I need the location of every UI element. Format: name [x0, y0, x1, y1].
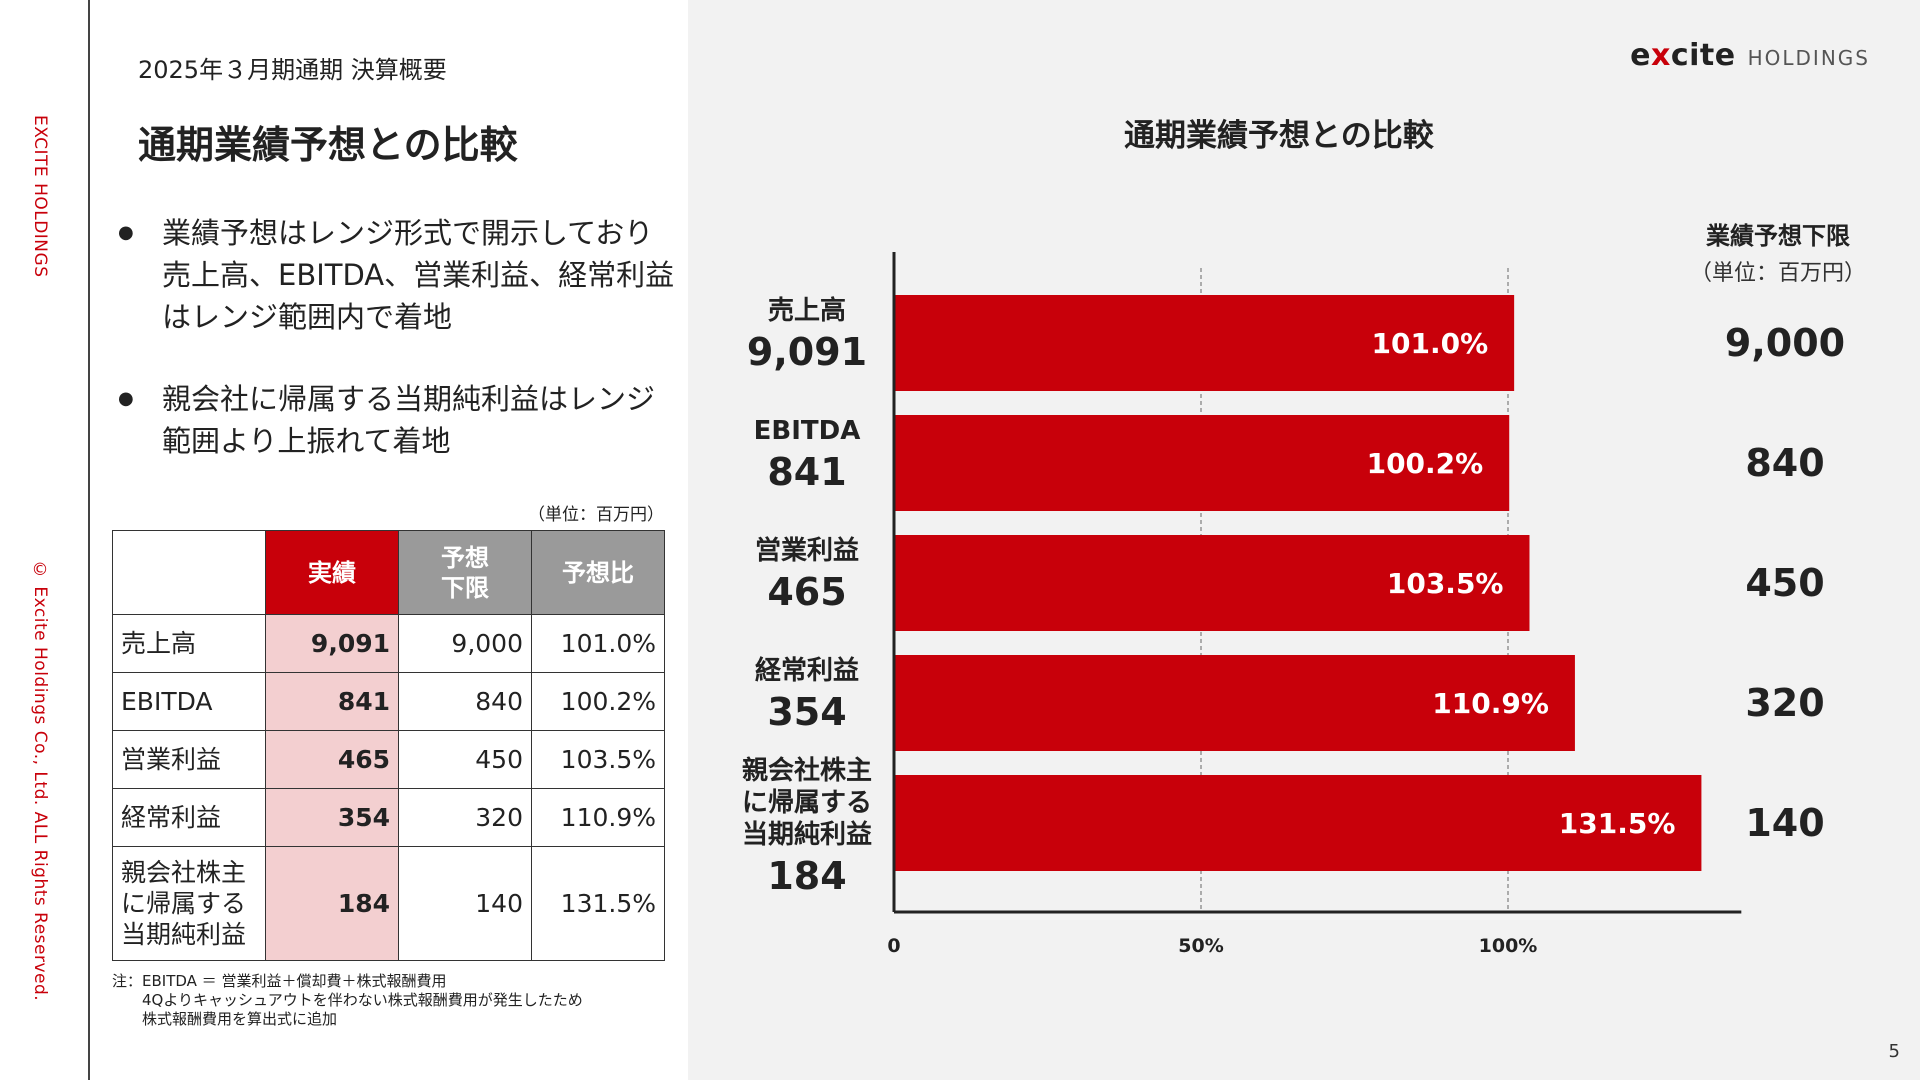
row-actual: 465 — [265, 730, 399, 789]
bar-chart: 101.0% 売上高 9,091 9,000 100.2% EBITDA 841 840 103… — [742, 252, 1845, 957]
brand-vertical-text: EXCITE HOLDINGS — [30, 115, 50, 278]
table-row: EBITDA 841 840 100.2% — [112, 672, 665, 731]
category-label: 親会社株主 — [742, 755, 872, 786]
row-label: EBITDA — [112, 672, 266, 731]
row-forecast: 9,000 — [398, 614, 532, 673]
left-panel: 2025年３月期通期 決算概要 通期業績予想との比較 ● 業績予想はレンジ形式で… — [92, 0, 688, 1080]
row-ratio: 101.0% — [531, 614, 665, 673]
bullet-list: ● 業績予想はレンジ形式で開示しており 売上高、EBITDA、営業利益、経常利益… — [116, 212, 686, 502]
bar — [894, 295, 1515, 391]
right-panel: excite HOLDINGS 通期業績予想との比較 業績予想下限 （単位：百万… — [688, 0, 1920, 1080]
logo-letter: e — [1630, 38, 1651, 73]
side-rail: EXCITE HOLDINGS © Excite Holdings Co., L… — [0, 0, 90, 1080]
row-actual: 9,091 — [265, 614, 399, 673]
row-actual: 184 — [265, 846, 399, 961]
category-label: 営業利益 — [755, 536, 859, 566]
forecast-lower-value: 9,000 — [1725, 321, 1845, 365]
forecast-header-label: 業績予想下限 — [1706, 222, 1850, 250]
table-header-blank — [112, 530, 266, 615]
table-row: 営業利益 465 450 103.5% — [112, 730, 665, 789]
row-forecast: 450 — [398, 730, 532, 789]
row-actual: 841 — [265, 672, 399, 731]
page-number: 5 — [1888, 1041, 1900, 1062]
category-actual-value: 9,091 — [747, 330, 867, 374]
forecast-lower-value: 140 — [1745, 801, 1824, 845]
bar — [894, 415, 1510, 511]
table-row: 売上高 9,091 9,000 101.0% — [112, 614, 665, 673]
bar-value-label: 103.5% — [1387, 567, 1504, 600]
category-label: 経常利益 — [755, 655, 859, 686]
row-forecast: 320 — [398, 788, 532, 847]
table-header-actual: 実績 — [265, 530, 399, 615]
forecast-header-unit: （単位：百万円） — [1689, 261, 1866, 286]
bar — [894, 535, 1530, 631]
logo-x-mark: x — [1650, 38, 1671, 73]
row-ratio: 131.5% — [531, 846, 665, 961]
logo-letters: cite — [1670, 38, 1736, 73]
row-actual: 354 — [265, 788, 399, 847]
x-tick-label: 100% — [1479, 935, 1538, 957]
forecast-lower-value: 840 — [1745, 441, 1824, 485]
logo-word: excite — [1630, 38, 1735, 73]
bar — [894, 655, 1575, 751]
bar — [894, 775, 1702, 871]
category-actual-value: 354 — [767, 690, 846, 734]
row-forecast: 140 — [398, 846, 532, 961]
forecast-lower-value: 450 — [1745, 561, 1824, 605]
bullet-item: ● 業績予想はレンジ形式で開示しており 売上高、EBITDA、営業利益、経常利益… — [116, 212, 686, 338]
category-actual-value: 465 — [767, 570, 846, 614]
row-forecast: 840 — [398, 672, 532, 731]
row-label: 売上高 — [112, 614, 266, 673]
bullet-dot-icon: ● — [118, 388, 134, 409]
row-ratio: 100.2% — [531, 672, 665, 731]
forecast-column-header: 業績予想下限 （単位：百万円） — [1678, 216, 1878, 287]
table-unit-note: （単位：百万円） — [528, 505, 664, 525]
row-label: 親会社株主 に帰属する 当期純利益 — [112, 846, 266, 961]
copyright-vertical-text: © Excite Holdings Co., Ltd. ALL Rights R… — [30, 560, 50, 1002]
category-actual-value: 841 — [767, 450, 846, 494]
table-header-row: 実績 予想 下限 予想比 — [112, 530, 665, 615]
bullet-text: 親会社に帰属する当期純利益はレンジ 範囲より上振れて着地 — [162, 382, 656, 458]
row-ratio: 103.5% — [531, 730, 665, 789]
table-header-forecast: 予想 下限 — [398, 530, 532, 615]
bullet-item: ● 親会社に帰属する当期純利益はレンジ 範囲より上振れて着地 — [116, 378, 686, 462]
bar-value-label: 100.2% — [1367, 447, 1484, 480]
table-header-ratio: 予想比 — [531, 530, 665, 615]
row-ratio: 110.9% — [531, 788, 665, 847]
bullet-text: 業績予想はレンジ形式で開示しており 売上高、EBITDA、営業利益、経常利益 は… — [162, 216, 675, 334]
category-label: 売上高 — [768, 295, 846, 326]
table-row: 親会社株主 に帰属する 当期純利益 184 140 131.5% — [112, 846, 665, 961]
company-logo: excite HOLDINGS — [1630, 38, 1870, 73]
page-title: 通期業績予想との比較 — [138, 123, 518, 167]
bar-value-label: 101.0% — [1372, 327, 1489, 360]
bar-value-label: 110.9% — [1432, 687, 1549, 720]
forecast-lower-value: 320 — [1745, 681, 1824, 725]
logo-holdings: HOLDINGS — [1747, 46, 1870, 70]
bullet-dot-icon: ● — [118, 222, 134, 243]
row-label: 営業利益 — [112, 730, 266, 789]
bar-value-label: 131.5% — [1559, 807, 1676, 840]
table-row: 経常利益 354 320 110.9% — [112, 788, 665, 847]
chart-title: 通期業績予想との比較 — [1124, 118, 1434, 154]
x-tick-label: 50% — [1178, 935, 1223, 957]
category-label: EBITDA — [754, 416, 861, 446]
x-tick-label: 0 — [887, 935, 900, 957]
footnote: 注：EBITDA ＝ 営業利益＋償却費＋株式報酬費用 4Qよりキャッシュアウトを… — [112, 972, 583, 1028]
results-table: 実績 予想 下限 予想比 売上高 9,091 9,000 101.0% EBIT… — [112, 530, 665, 961]
row-label: 経常利益 — [112, 788, 266, 847]
category-label: に帰属する — [742, 788, 872, 818]
category-label: 当期純利益 — [742, 819, 872, 850]
page-subtitle: 2025年３月期通期 決算概要 — [138, 56, 447, 84]
category-actual-value: 184 — [767, 854, 846, 898]
